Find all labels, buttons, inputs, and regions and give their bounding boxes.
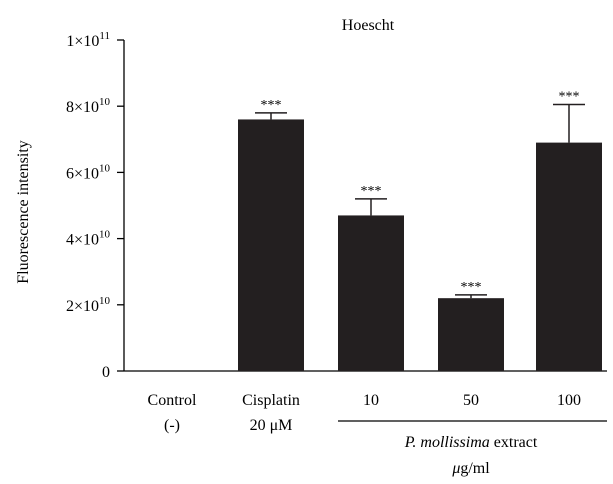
chart-title: Hoescht — [342, 17, 395, 34]
bar — [438, 298, 504, 371]
y-tick-label: 4×1010 — [66, 229, 111, 249]
significance-label: *** — [461, 280, 482, 295]
x-tick-label: 50 — [463, 392, 479, 409]
y-tick-label: 2×1010 — [66, 295, 111, 315]
x-tick-label-line2: (-) — [164, 417, 180, 434]
x-tick-label: 10 — [363, 392, 379, 409]
bar — [238, 119, 304, 371]
y-tick-label: 6×1010 — [66, 162, 111, 182]
y-axis-label: Fluorescence intensity — [15, 140, 32, 284]
x-tick-label: 100 — [557, 392, 581, 409]
y-tick-label: 1×1011 — [66, 30, 110, 50]
y-tick-label: 8×1010 — [66, 96, 111, 116]
bar — [338, 215, 404, 371]
group-label: P. mollissima extract — [404, 434, 538, 451]
significance-label: *** — [261, 98, 282, 113]
y-tick-label: 0 — [102, 364, 110, 381]
group-unit-label: μg/ml — [451, 460, 490, 477]
x-tick-label: Cisplatin — [242, 392, 300, 409]
x-tick-label-line2: 20 μM — [250, 417, 293, 434]
x-tick-label: Control — [148, 392, 197, 409]
significance-label: *** — [361, 184, 382, 199]
bars: *** *** *** *** — [238, 90, 602, 371]
axes: 0 2×1010 4×1010 6×1010 8×1010 1×1011 — [66, 30, 607, 381]
x-tick-labels: Control (-) Cisplatin 20 μM 10 50 100 — [148, 392, 581, 434]
significance-label: *** — [559, 90, 580, 105]
extract-group-annotation: P. mollissima extract μg/ml — [338, 420, 607, 477]
bar — [536, 142, 602, 371]
